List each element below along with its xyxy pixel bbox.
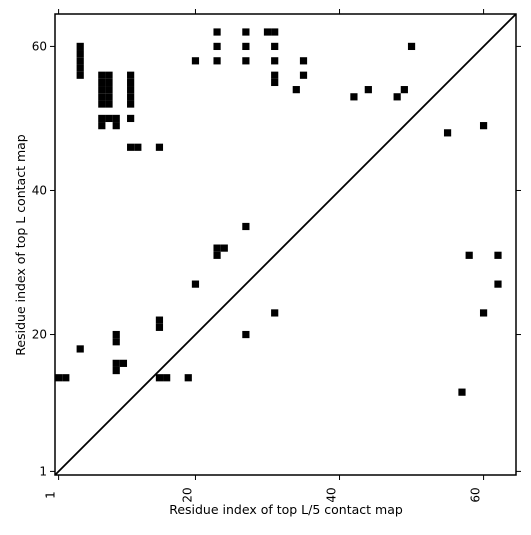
contact-cell [213, 42, 221, 51]
contact-cell [98, 114, 106, 123]
contact-cell [213, 251, 221, 259]
contact-cell [76, 345, 84, 353]
contact-cell [112, 114, 120, 123]
plot-border [54, 13, 517, 476]
contact-cell [271, 309, 279, 317]
contact-cell [112, 122, 120, 130]
contact-cell [479, 122, 488, 130]
contact-cell [271, 57, 279, 65]
x-axis-label: Residue index of top L/5 contact map [169, 502, 403, 517]
contact-cell [76, 57, 84, 65]
contact-cell [292, 86, 300, 94]
contact-cell [98, 78, 106, 87]
contact-cell [105, 93, 113, 101]
contact-cell [98, 71, 106, 79]
contact-cell [55, 374, 63, 382]
contact-cell [76, 50, 84, 58]
contact-cell [299, 57, 308, 65]
contact-cell [112, 366, 120, 375]
x-tick-label: 40 [325, 487, 339, 502]
contact-cell [494, 280, 502, 288]
x-tick-label: 60 [469, 487, 483, 502]
contact-cell [299, 71, 308, 79]
contact-cell [127, 114, 135, 123]
contact-cell [105, 114, 113, 123]
contact-cell [62, 374, 70, 382]
contact-cell [127, 86, 135, 94]
contact-cell [191, 280, 200, 288]
contact-cell [271, 28, 279, 36]
contact-cell [393, 93, 401, 101]
contact-cell [263, 28, 272, 36]
y-tick-label: 20 [32, 328, 47, 342]
contact-cell [155, 323, 164, 331]
contact-cell [112, 359, 120, 367]
contact-cell [105, 86, 113, 94]
contact-cell [458, 388, 466, 396]
contact-cell [112, 330, 120, 339]
y-tick-label: 40 [32, 183, 47, 197]
contact-cell [134, 143, 142, 151]
contact-cell [98, 100, 106, 108]
contact-cell [127, 143, 135, 151]
contact-cell [220, 244, 228, 252]
contact-cell [443, 129, 452, 137]
contact-cell [127, 78, 135, 87]
contact-cell [127, 93, 135, 101]
contact-cell [155, 374, 164, 382]
contact-cell [242, 28, 250, 36]
contact-cell [213, 244, 221, 252]
contact-cell [105, 100, 113, 108]
contact-cell [213, 28, 221, 36]
contact-cell [271, 42, 279, 51]
contact-cell [242, 222, 250, 231]
x-tick-label: 20 [180, 487, 194, 502]
diagonal-layer [54, 13, 517, 476]
contact-cell [98, 93, 106, 101]
plot-frame [54, 13, 517, 476]
contact-cell [105, 78, 113, 87]
contact-cell [242, 42, 250, 51]
contact-cell [98, 86, 106, 94]
contact-cell [184, 374, 192, 382]
contact-cell [242, 330, 250, 339]
contact-cell [112, 338, 120, 346]
y-axis-label: Residue index of top L contact map [13, 134, 28, 355]
contact-cell [76, 71, 84, 79]
y-tick-label: 60 [32, 39, 47, 53]
contact-cell [155, 316, 164, 324]
contact-cell [155, 143, 164, 151]
contact-cell [400, 86, 408, 94]
contact-cell [271, 71, 279, 79]
contact-cell [98, 122, 106, 130]
diagonal-line [54, 13, 517, 476]
contact-cell [407, 42, 416, 51]
contact-cell [76, 42, 84, 51]
contact-cell [494, 251, 502, 259]
contact-cell [465, 251, 473, 259]
contact-cell [271, 78, 279, 87]
y-tick-label: 1 [39, 464, 47, 478]
contact-cell [76, 64, 84, 72]
contact-cell [350, 93, 358, 101]
contact-cell [127, 71, 135, 79]
contact-cell [105, 71, 113, 79]
contact-cell [364, 86, 372, 94]
contact-cells [55, 28, 502, 396]
contact-cell [242, 57, 250, 65]
contact-cell [213, 57, 221, 65]
contact-cell [163, 374, 171, 382]
contact-cell [191, 57, 200, 65]
axis-ticks: 1 20 40 60 1 20 40 60 [32, 9, 521, 503]
contact-cell [479, 309, 488, 317]
contact-cell [119, 359, 128, 367]
contact-cell [127, 100, 135, 108]
x-tick-label: 1 [44, 491, 58, 499]
